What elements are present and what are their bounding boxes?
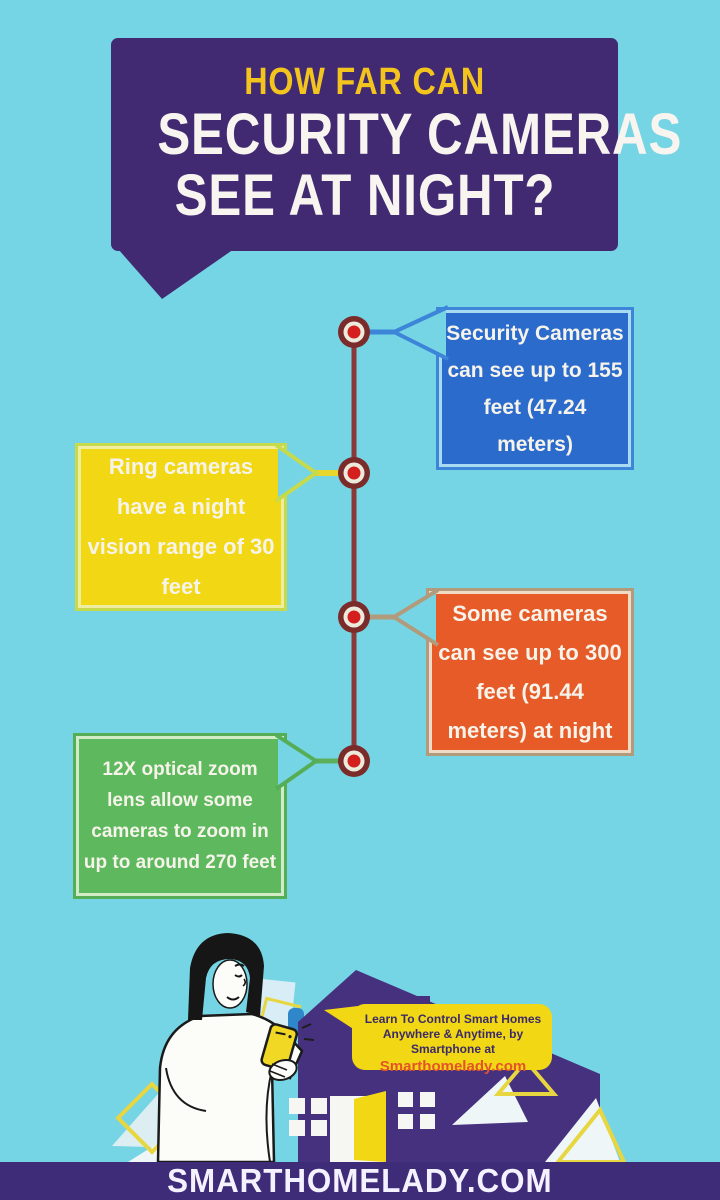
timeline-node-icon	[338, 457, 370, 489]
promo-site-text: Smarthomelady.com	[379, 1058, 527, 1075]
triangle-decoration	[493, 1057, 559, 1096]
eyebrow	[234, 963, 245, 967]
timeline-node-icon	[338, 601, 370, 633]
window	[289, 1098, 327, 1136]
eye	[234, 974, 243, 978]
promo-line: Learn To Control Smart Homes	[364, 1012, 542, 1026]
fingers	[269, 1063, 288, 1078]
timeline-node-icon	[338, 745, 370, 777]
triangle-decoration	[452, 1076, 528, 1125]
smart-home-illustration	[112, 933, 628, 1164]
title-eyebrow: HOW FAR CAN	[111, 60, 618, 104]
callout-box-ring-30-feet: Ring cameras have a night vision range o…	[78, 446, 284, 608]
callout-text: Ring cameras have a night vision range o…	[87, 454, 275, 599]
callout-box-155-feet: Security Cameras can see up to 155 feet …	[439, 310, 631, 467]
smile	[226, 996, 240, 1001]
title-line-1: SECURITY CAMERAS	[157, 102, 683, 167]
nose	[242, 978, 247, 987]
promo-line: Anywhere & Anytime, by	[382, 1027, 524, 1041]
callout-text: 12X optical zoom lens allow some cameras…	[83, 759, 277, 873]
footer-bar: SMARTHOMELADY.COM	[0, 1162, 720, 1200]
sleeve-line	[165, 1067, 207, 1112]
door	[330, 1091, 386, 1162]
timeline-node-icon	[338, 316, 370, 348]
title-line-2: SEE AT NIGHT?	[174, 163, 555, 228]
promo-line: Smartphone at	[410, 1042, 495, 1056]
tap-sparks-icon	[301, 1023, 315, 1041]
title-bubble-tail	[118, 249, 234, 299]
footer-site-text: SMARTHOMELADY.COM	[167, 1162, 553, 1199]
title-speech-bubble: HOW FAR CAN SECURITY CAMERAS SEE AT NIGH…	[111, 38, 683, 251]
callout-text: Security Cameras can see up to 155 feet …	[446, 321, 624, 456]
callout-text: Some cameras can see up to 300 feet (91.…	[438, 601, 622, 743]
window	[398, 1092, 435, 1129]
face	[212, 959, 248, 1009]
promo-speech-bubble	[324, 1004, 552, 1070]
promo-text: Learn To Control Smart Homes Anywhere & …	[356, 1012, 550, 1076]
callout-box-12x-zoom: 12X optical zoom lens allow some cameras…	[76, 736, 284, 896]
title-eyebrow-text: HOW FAR CAN	[244, 61, 485, 103]
sleeve-line	[265, 1069, 273, 1163]
hair	[188, 933, 264, 1020]
woman-illustration	[156, 933, 315, 1164]
callout-box-300-feet: Some cameras can see up to 300 feet (91.…	[429, 591, 631, 753]
